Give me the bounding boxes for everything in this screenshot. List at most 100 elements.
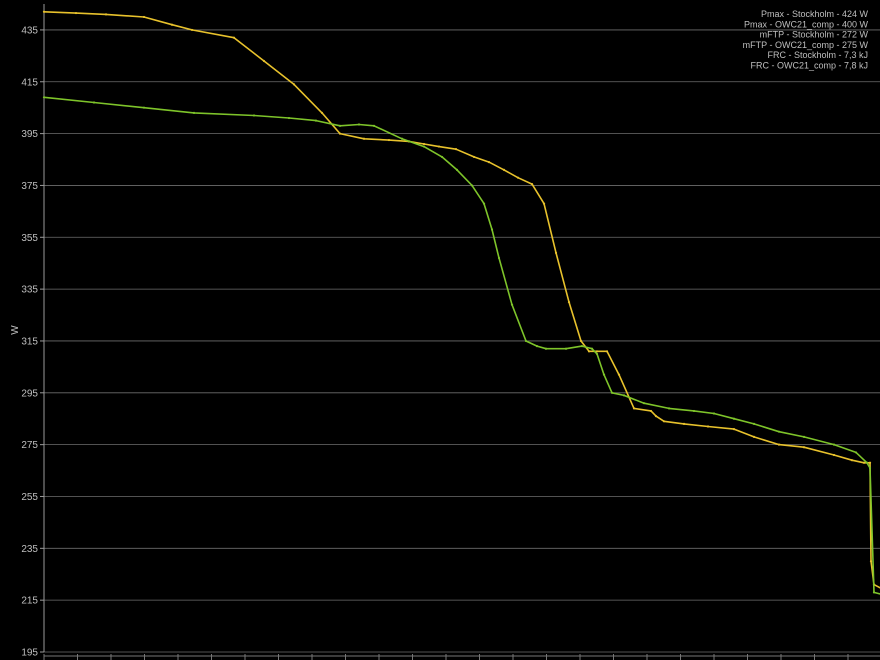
data-point: [497, 256, 501, 260]
legend-entry: mFTP - Stockholm - 272 W: [760, 30, 869, 40]
data-point: [510, 303, 514, 306]
data-point: [142, 15, 146, 19]
data-point: [422, 142, 426, 146]
data-point: [617, 373, 621, 376]
data-point: [567, 300, 571, 304]
data-point: [440, 155, 444, 159]
data-point: [190, 28, 194, 32]
data-point: [590, 347, 594, 350]
data-point: [192, 111, 196, 114]
data-point: [454, 148, 458, 151]
y-axis-title: W: [10, 325, 21, 335]
data-point: [387, 138, 391, 142]
data-point: [338, 124, 342, 127]
y-tick-label: 295: [21, 388, 38, 399]
data-point: [104, 13, 108, 16]
data-point: [802, 446, 806, 449]
data-point: [832, 453, 836, 457]
data-point: [802, 435, 806, 438]
data-point: [252, 114, 256, 117]
series-points-1: [42, 96, 876, 594]
legend-entry: FRC - Stockholm - 7,3 kJ: [767, 50, 868, 60]
data-point: [595, 352, 599, 356]
data-point: [662, 420, 666, 423]
data-point: [487, 161, 491, 164]
y-tick-label: 275: [21, 440, 38, 451]
data-point: [595, 350, 599, 353]
data-point: [490, 228, 494, 231]
data-point: [262, 59, 266, 63]
data-point: [587, 350, 591, 353]
data-point: [357, 123, 361, 126]
data-point: [42, 10, 46, 13]
data-point: [142, 106, 146, 109]
data-point: [605, 350, 609, 353]
data-point: [832, 443, 836, 446]
data-point: [667, 407, 671, 410]
data-point: [752, 422, 756, 426]
series-line-0: [43, 11, 880, 589]
data-point: [314, 119, 318, 122]
legend-entry: Pmax - Stockholm - 424 W: [761, 9, 869, 19]
x-axis: [43, 654, 880, 660]
data-point: [564, 347, 568, 350]
data-point: [872, 591, 876, 594]
y-axis: 195 215 235 255 275 295 315 335 355 375 395 415 435: [21, 4, 45, 659]
y-tick-label: 195: [21, 648, 38, 659]
data-point: [706, 425, 710, 428]
data-point: [862, 461, 866, 464]
data-point: [580, 345, 584, 348]
data-point: [752, 435, 756, 438]
data-point: [372, 124, 376, 127]
data-point: [502, 168, 506, 171]
y-tick-label: 395: [21, 129, 38, 140]
data-point: [74, 11, 78, 15]
data-point: [455, 168, 459, 171]
data-point: [544, 347, 548, 350]
y-tick-label: 215: [21, 596, 38, 607]
y-tick-label: 315: [21, 336, 38, 347]
data-point: [287, 116, 291, 120]
data-point: [362, 137, 366, 140]
series-lines: [42, 10, 880, 595]
series-points-0: [42, 10, 876, 586]
data-point: [732, 417, 736, 420]
data-point: [777, 443, 781, 446]
data-point: [542, 202, 546, 205]
legend-entry: Pmax - OWC21_comp - 400 W: [744, 19, 869, 29]
data-point: [732, 427, 736, 431]
data-point: [472, 155, 476, 159]
data-point: [422, 145, 426, 148]
data-point: [530, 183, 534, 186]
legend-entry: mFTP - OWC21_comp - 275 W: [743, 40, 869, 50]
y-tick-label: 435: [21, 25, 38, 36]
y-tick-label: 335: [21, 285, 38, 296]
data-point: [554, 251, 558, 254]
data-point: [692, 409, 696, 413]
data-point: [622, 394, 626, 397]
data-point: [232, 36, 236, 39]
data-point: [470, 184, 474, 187]
data-point: [516, 176, 520, 179]
data-point: [868, 466, 872, 470]
data-point: [654, 415, 658, 418]
data-point: [682, 422, 686, 426]
y-tick-label: 375: [21, 181, 38, 192]
data-point: [535, 345, 539, 348]
data-point: [610, 391, 614, 394]
legend-entry: FRC - OWC21_comp - 7,8 kJ: [750, 61, 868, 71]
data-point: [850, 459, 854, 462]
data-point: [292, 83, 296, 86]
y-tick-label: 415: [21, 77, 38, 88]
data-point: [482, 202, 486, 205]
data-point: [338, 132, 342, 135]
data-point: [865, 461, 869, 464]
data-point: [649, 409, 653, 413]
data-point: [869, 560, 873, 563]
data-point: [712, 412, 716, 415]
data-point: [632, 407, 636, 410]
series-line-1: [43, 96, 880, 595]
data-point: [437, 145, 441, 148]
data-point: [92, 101, 96, 104]
